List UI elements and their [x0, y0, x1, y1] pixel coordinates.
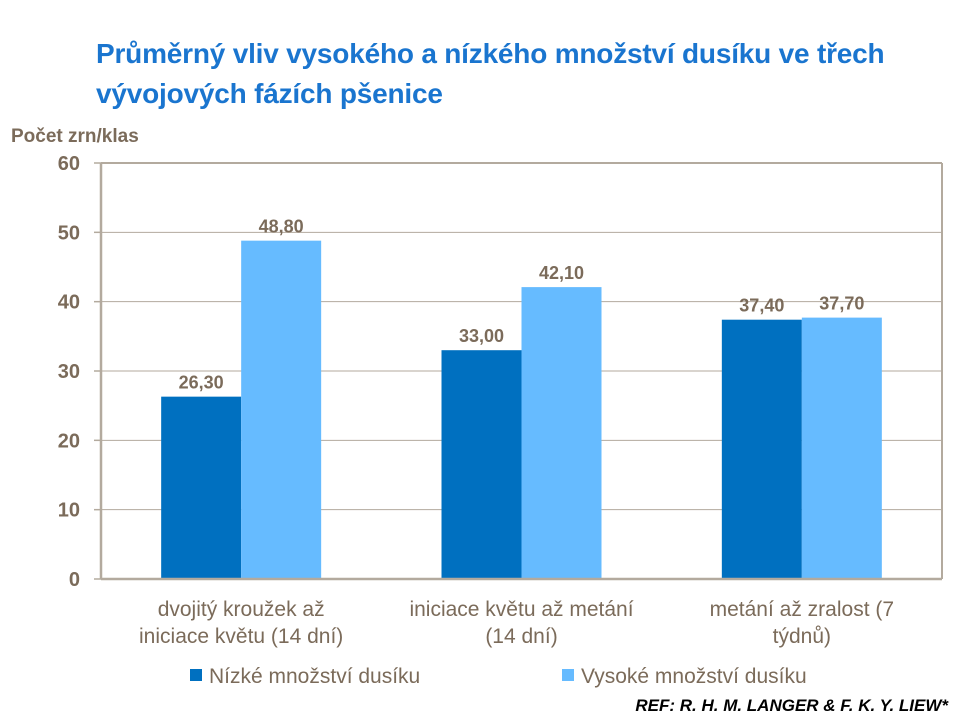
- legend-swatch: [562, 669, 574, 681]
- y-tick-label: 40: [58, 292, 80, 314]
- data-label: 33,00: [459, 326, 504, 346]
- x-tick-label: (14 dní): [485, 625, 557, 648]
- data-label: 37,40: [739, 296, 784, 316]
- chart-title: Průměrný vliv vysokého a nízkého množstv…: [96, 38, 885, 109]
- bar: [801, 317, 882, 579]
- legend-label: Vysoké množství dusíku: [581, 665, 807, 688]
- data-label: 48,80: [259, 217, 304, 237]
- y-tick-label: 30: [58, 361, 80, 383]
- x-tick-label: týdnů): [773, 625, 831, 648]
- y-tick-label: 50: [58, 222, 80, 244]
- legend-label: Nízké množství dusíku: [209, 665, 420, 688]
- legend-swatch: [190, 669, 202, 681]
- y-tick-label: 60: [58, 153, 80, 175]
- y-axis-label: Počet zrn/klas: [11, 126, 139, 147]
- bar: [721, 319, 802, 579]
- data-label: 42,10: [539, 263, 584, 283]
- bar: [521, 287, 602, 579]
- y-tick-label: 20: [58, 430, 80, 452]
- bar: [161, 396, 242, 579]
- bar: [241, 240, 322, 580]
- y-tick-label: 10: [58, 500, 80, 522]
- y-tick-label: 0: [69, 569, 80, 591]
- bar: [441, 350, 522, 579]
- x-tick-label: metání až zralost (7: [710, 598, 894, 621]
- x-tick-label: dvojitý kroužek až: [158, 598, 325, 621]
- data-label: 37,70: [819, 294, 864, 314]
- x-tick-label: iniciace květu až metání: [409, 598, 633, 621]
- reference-note: REF: R. H. M. LANGER & F. K. Y. LIEW*: [635, 696, 948, 715]
- data-label: 26,30: [179, 373, 224, 393]
- x-tick-label: iniciace květu (14 dní): [139, 625, 343, 648]
